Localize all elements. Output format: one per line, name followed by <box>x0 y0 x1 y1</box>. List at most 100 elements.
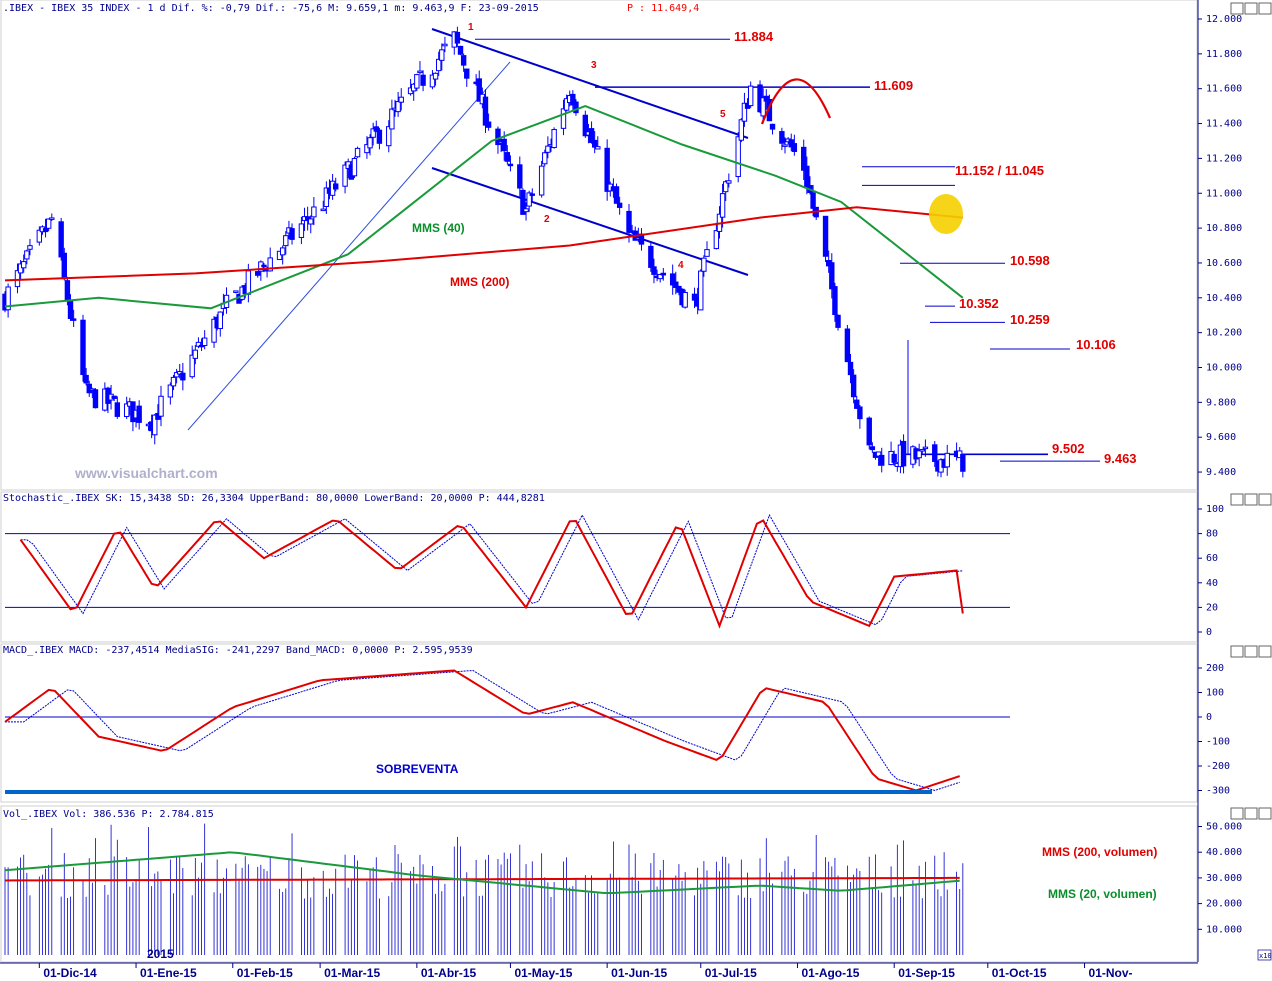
price-y-label: 9.600 <box>1206 432 1236 443</box>
candle <box>289 228 295 240</box>
candle <box>180 372 186 381</box>
x-tick-label: 01-Mar-15 <box>324 966 380 980</box>
candle <box>723 181 729 193</box>
candle <box>376 129 383 144</box>
macd-y-label: -300 <box>1206 786 1230 797</box>
x-tick-label: 01-Jul-15 <box>705 966 757 980</box>
candle <box>201 337 208 347</box>
candle <box>21 261 27 269</box>
candle <box>657 273 663 280</box>
candle <box>857 406 863 420</box>
candle <box>810 192 816 209</box>
macd-pane-controls[interactable] <box>1230 645 1272 658</box>
candle <box>626 210 632 233</box>
volume-scale-box <box>1257 949 1272 961</box>
candle <box>551 129 557 149</box>
candle <box>704 249 710 257</box>
candle <box>64 280 71 302</box>
volume-y-label: 10.000 <box>1206 924 1242 935</box>
candle <box>24 250 30 260</box>
candle <box>83 374 89 384</box>
candle <box>735 136 741 178</box>
candle <box>545 145 551 153</box>
candle <box>582 114 589 137</box>
stochastic-header: Stochastic_.IBEX SK: 15,3438 SD: 26,3304… <box>3 493 545 504</box>
candle <box>439 49 445 61</box>
level-9502: 9.502 <box>1052 441 1085 456</box>
candle <box>523 208 529 213</box>
volume-y-label: 20.000 <box>1206 899 1242 910</box>
candle <box>192 349 199 359</box>
stochastic-pane-controls[interactable] <box>1230 493 1272 506</box>
candle <box>42 228 49 233</box>
candle <box>501 138 507 152</box>
candle <box>726 180 732 184</box>
macd-y-label: 200 <box>1206 663 1224 674</box>
candle <box>504 152 511 162</box>
wave-label-2: 2 <box>544 214 550 225</box>
candle <box>588 128 595 143</box>
candle <box>67 300 74 320</box>
volume-pane-controls[interactable] <box>1230 807 1272 820</box>
lower-channel-line <box>431 167 749 276</box>
candle <box>485 121 492 128</box>
candle <box>414 74 420 89</box>
candle <box>922 446 929 450</box>
candle <box>342 164 348 187</box>
price-pane-controls[interactable] <box>1230 2 1272 15</box>
stoch-y-label: 60 <box>1206 553 1218 564</box>
candle <box>398 96 404 103</box>
candle <box>136 405 142 423</box>
macd-line <box>4 669 961 792</box>
candle <box>370 128 376 138</box>
candle <box>454 31 461 44</box>
candle <box>435 58 442 72</box>
candle <box>152 414 158 436</box>
candle <box>460 55 467 66</box>
candle <box>763 95 769 102</box>
ma200-label: MMS (200) <box>450 275 509 289</box>
candle <box>779 131 785 144</box>
candle <box>804 165 810 188</box>
candle <box>529 193 535 196</box>
candle <box>58 221 64 258</box>
candle <box>866 417 872 446</box>
candle <box>17 263 24 274</box>
wave-label-5: 5 <box>720 109 726 120</box>
price-header-extra: P : 11.649,4 <box>627 3 699 14</box>
candle <box>701 257 707 272</box>
candle <box>323 187 330 207</box>
candle <box>442 43 448 47</box>
candle <box>233 290 239 293</box>
wave-label-3: 3 <box>591 60 597 71</box>
candle <box>245 270 252 295</box>
candle <box>747 85 754 107</box>
candle <box>760 97 766 117</box>
macd-pane <box>0 643 1198 803</box>
macd-y-label: 100 <box>1206 688 1224 699</box>
stoch-sk-line <box>19 519 964 629</box>
candle <box>457 45 464 55</box>
level-10106: 10.106 <box>1076 337 1116 352</box>
candle <box>80 319 86 376</box>
candle <box>351 158 358 177</box>
candle <box>801 146 807 171</box>
stoch-y-label: 100 <box>1206 504 1224 515</box>
price-y-label: 11.200 <box>1206 153 1242 164</box>
price-header: .IBEX - IBEX 35 INDEX - 1 d Dif. %: -0,7… <box>3 3 539 14</box>
candle <box>822 215 829 257</box>
candle <box>198 344 205 348</box>
ma200-line <box>4 206 963 282</box>
candle <box>464 68 470 79</box>
level-11609: 11.609 <box>874 78 913 93</box>
candle <box>769 123 776 130</box>
head-arc <box>760 78 832 125</box>
candle <box>595 146 601 150</box>
candle <box>847 361 854 376</box>
candle <box>14 270 21 288</box>
candle <box>542 152 548 165</box>
candle <box>563 98 570 111</box>
candle <box>114 402 121 417</box>
candle <box>604 147 610 192</box>
macd-signal-line <box>5 669 960 792</box>
